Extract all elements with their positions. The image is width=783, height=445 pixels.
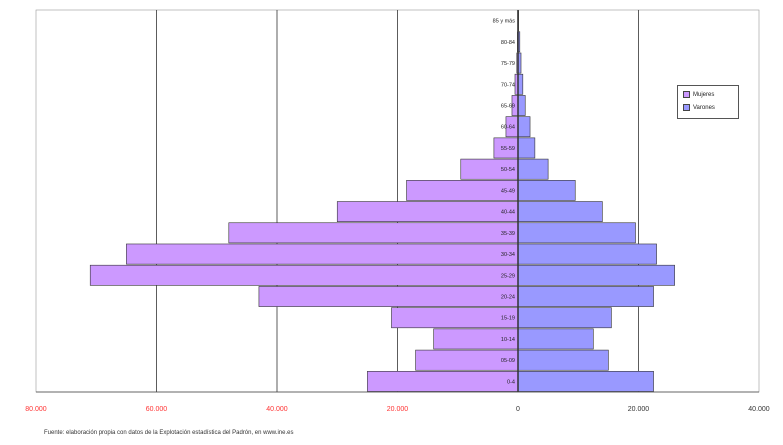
category-labels: 0-4 05-09 10-14 15-19 20-24 25-29 30-34 35-39 40… — [493, 19, 516, 386]
bar-varones-45-49 — [517, 180, 576, 201]
category-label-45-49: 45-49 — [501, 188, 515, 194]
gridlines — [156, 10, 639, 392]
x-tick-label-0: 80.000 — [25, 406, 47, 413]
category-label-70-74: 70-74 — [501, 82, 515, 88]
bar-mujeres-25-29 — [89, 264, 519, 286]
category-label-15-19: 15-19 — [501, 316, 515, 322]
x-axis-tick-labels: 80.000 60.000 40.000 20.000 0 20.000 40.000 — [25, 406, 770, 413]
bar-varones-0-4 — [517, 371, 654, 392]
category-label-65-69: 65-69 — [501, 104, 515, 110]
legend-swatch-varones — [683, 104, 690, 111]
category-label-25-29: 25-29 — [501, 273, 515, 279]
x-tick-label-3: 20.000 — [387, 406, 409, 413]
bar-mujeres-30-34 — [126, 243, 519, 265]
category-label-80-84: 80-84 — [501, 40, 515, 46]
legend-item-varones: Varones — [683, 104, 715, 111]
bar-varones-25-29 — [517, 264, 675, 286]
legend-label-varones: Varones — [693, 104, 715, 111]
category-label-50-54: 50-54 — [501, 167, 515, 173]
bar-varones-10-14 — [517, 328, 594, 350]
bar-varones-30-34 — [517, 243, 657, 265]
bar-varones-65-69 — [517, 95, 526, 116]
legend: Mujeres Varones — [677, 85, 739, 119]
category-label-35-39: 35-39 — [501, 231, 515, 237]
bar-varones-20-24 — [517, 286, 654, 307]
legend-swatch-mujeres — [683, 91, 690, 98]
category-label-55-59: 55-59 — [501, 146, 515, 152]
category-label-20-24: 20-24 — [501, 295, 515, 301]
bar-varones-35-39 — [517, 222, 636, 244]
bar-varones-55-59 — [517, 137, 536, 159]
category-label-75-79: 75-79 — [501, 61, 515, 67]
category-label-10-14: 10-14 — [501, 337, 515, 343]
category-label-60-64: 60-64 — [501, 125, 515, 131]
legend-item-mujeres: Mujeres — [683, 91, 714, 98]
bar-mujeres-35-39 — [228, 222, 519, 244]
bar-varones-05-09 — [517, 349, 609, 371]
source-note: Fuente: elaboración propia con datos de … — [44, 430, 294, 436]
x-tick-label-1: 60.000 — [146, 406, 168, 413]
x-tick-label-5: 20.000 — [628, 406, 650, 413]
bar-varones-60-64 — [517, 116, 531, 138]
bar-varones-40-44 — [517, 201, 603, 222]
x-tick-label-6: 40.000 — [748, 406, 770, 413]
bar-varones-15-19 — [517, 307, 612, 329]
x-tick-label-2: 40.000 — [266, 406, 288, 413]
category-label-85 y más: 85 y más — [493, 19, 516, 25]
category-label-05-09: 05-09 — [501, 358, 515, 364]
x-tick-label-4: 0 — [516, 406, 520, 413]
bar-mujeres-20-24 — [258, 286, 519, 307]
category-label-0-4: 0-4 — [507, 379, 515, 385]
bar-varones-50-54 — [517, 158, 549, 180]
category-label-40-44: 40-44 — [501, 210, 515, 216]
bar-mujeres-15-19 — [391, 307, 519, 329]
bars — [89, 10, 675, 392]
bar-mujeres-40-44 — [336, 201, 519, 222]
bar-mujeres-0-4 — [367, 371, 519, 392]
category-label-30-34: 30-34 — [501, 252, 515, 258]
legend-label-mujeres: Mujeres — [693, 91, 715, 98]
